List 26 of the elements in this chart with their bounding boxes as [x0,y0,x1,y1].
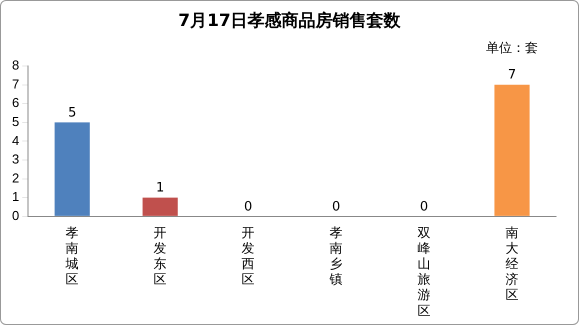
y-tick-label: 8 [12,58,20,73]
text: 单位：套 [486,40,538,57]
data-label: 0 [332,199,340,214]
data-label: 1 [156,180,164,196]
bar [142,198,178,216]
x-tick-label: 孝南城区 [64,224,79,287]
y-tick-label: 6 [12,95,20,110]
chart-title: 7月17日孝感商品房销售套数 [177,10,402,32]
data-label: 7 [508,68,516,83]
data-label: 0 [244,199,252,214]
y-tick-label: 0 [12,208,20,223]
bar [494,84,530,216]
x-tick-label: 双峰山旅游区 [418,224,431,318]
x-tick-label: 开发东区 [154,224,167,287]
data-label: 5 [68,105,76,120]
x-tick-label: 开发西区 [242,224,255,287]
x-tick-label: 孝南乡镇 [328,224,343,287]
x-tick-label: 南大经济区 [506,224,519,302]
y-tick-label: 7 [12,76,20,92]
y-tick-label: 2 [12,170,20,186]
data-label: 0 [420,199,428,214]
bar [54,122,90,216]
y-tick-label: 4 [12,132,20,148]
y-tick-label: 3 [12,152,20,167]
y-tick-label: 5 [12,114,20,129]
y-tick-label: 1 [12,189,20,204]
